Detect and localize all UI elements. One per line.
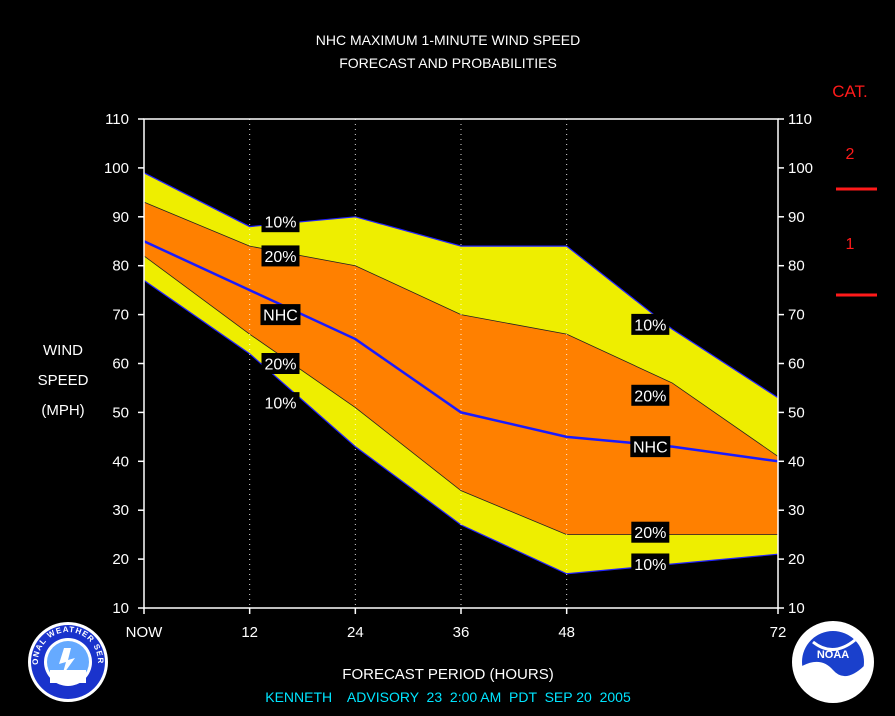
x-tick-label-36: 36	[453, 624, 470, 641]
y-tick-label-left-80: 80	[112, 258, 129, 275]
y-tick-label-left-70: 70	[112, 307, 129, 324]
band-label-6: 20%	[631, 384, 670, 406]
band-label-2: NHC	[260, 304, 301, 326]
x-tick-label-now: NOW	[126, 624, 164, 641]
y-tick-label-right-60: 60	[788, 356, 805, 373]
x-tick-label-48: 48	[558, 624, 575, 641]
y-tick-label-left-30: 30	[112, 502, 129, 519]
band-20-percent	[144, 202, 778, 535]
x-tick-label-24: 24	[347, 624, 364, 641]
band-label-text-3: 20%	[264, 357, 296, 374]
band-label-bg-2	[260, 304, 301, 326]
nhc-forecast-line	[143, 240, 779, 463]
category-1-label: 1	[846, 236, 855, 253]
band-label-7: NHC	[630, 436, 671, 458]
band-label-text-9: 10%	[634, 557, 666, 574]
chart-title-line1: NHC MAXIMUM 1-MINUTE WIND SPEED	[316, 32, 580, 48]
category-heading: CAT.	[832, 82, 868, 101]
band-label-bg-9	[631, 553, 670, 575]
band-10-percent-upper-edge	[143, 172, 779, 399]
y-tick-label-left-40: 40	[112, 453, 129, 470]
nws-logo: NATIONAL WEATHER SERVICE	[28, 622, 108, 702]
band-label-0: 10%	[261, 211, 300, 233]
y-tick-label-left-10: 10	[112, 600, 129, 617]
y-tick-label-right-40: 40	[788, 453, 805, 470]
y-tick-label-left-50: 50	[112, 404, 129, 421]
y-tick-label-right-30: 30	[788, 502, 805, 519]
band-label-4: 10%	[261, 392, 300, 414]
x-tick-label-12: 12	[241, 624, 258, 641]
y-tick-label-right-80: 80	[788, 258, 805, 275]
y-tick-label-left-100: 100	[104, 160, 129, 177]
x-tick-label-72: 72	[770, 624, 787, 641]
band-label-text-1: 20%	[264, 249, 296, 266]
lightning-icon	[59, 648, 75, 676]
y-tick-label-right-110: 110	[788, 111, 812, 128]
band-label-bg-4	[261, 392, 300, 414]
noaa-logo-text: NOAA	[817, 649, 849, 661]
noaa-logo: NOAA	[792, 621, 874, 703]
band-label-bg-1	[261, 245, 300, 267]
band-label-bg-3	[261, 353, 300, 374]
y-tick-label-right-70: 70	[788, 307, 805, 324]
band-label-8: 20%	[631, 521, 670, 543]
band-label-text-6: 20%	[634, 388, 666, 405]
band-label-text-5: 10%	[634, 317, 666, 334]
band-label-bg-5	[631, 313, 670, 335]
y-tick-label-left-60: 60	[112, 356, 129, 373]
band-label-1: 20%	[261, 245, 300, 267]
category-legend: CAT. 2 1	[832, 82, 877, 297]
band-label-text-4: 10%	[264, 396, 296, 413]
y-axis-label-line2: SPEED	[38, 372, 89, 389]
y-tick-label-left-110: 110	[105, 111, 129, 128]
band-label-bg-0	[261, 211, 300, 233]
y-axis-label: WIND SPEED (MPH)	[38, 342, 89, 419]
category-2-label: 2	[846, 146, 855, 163]
band-label-bg-7	[630, 436, 671, 458]
band-label-text-0: 10%	[264, 215, 296, 232]
advisory-text: KENNETH ADVISORY 23 2:00 AM PDT SEP 20 2…	[265, 689, 631, 705]
band-label-3: 20%	[261, 353, 300, 374]
band-label-text-8: 20%	[634, 525, 666, 542]
band-label-bg-8	[631, 521, 670, 543]
y-tick-label-left-20: 20	[112, 551, 129, 568]
plot-area: 10 10 20 20 30 30 40 40 50 50 60 60 70 70 80 80 90 90 100 1…	[104, 111, 813, 641]
chart-title-line2: FORECAST AND PROBABILITIES	[339, 55, 557, 71]
y-tick-label-right-20: 20	[788, 551, 805, 568]
y-tick-label-right-10: 10	[788, 600, 805, 617]
y-axis-label-line3: (MPH)	[41, 402, 84, 419]
y-tick-label-left-90: 90	[112, 209, 129, 226]
band-label-9: 10%	[631, 553, 670, 575]
y-tick-label-right-50: 50	[788, 404, 805, 421]
y-tick-label-right-100: 100	[788, 160, 813, 177]
y-tick-label-right-90: 90	[788, 209, 805, 226]
y-axis-label-line1: WIND	[43, 342, 83, 359]
band-label-5: 10%	[631, 313, 670, 335]
band-label-bg-6	[631, 384, 670, 406]
x-axis-label: FORECAST PERIOD (HOURS)	[342, 666, 553, 683]
band-label-text-2: NHC	[263, 308, 298, 325]
band-label-text-7: NHC	[633, 440, 668, 457]
